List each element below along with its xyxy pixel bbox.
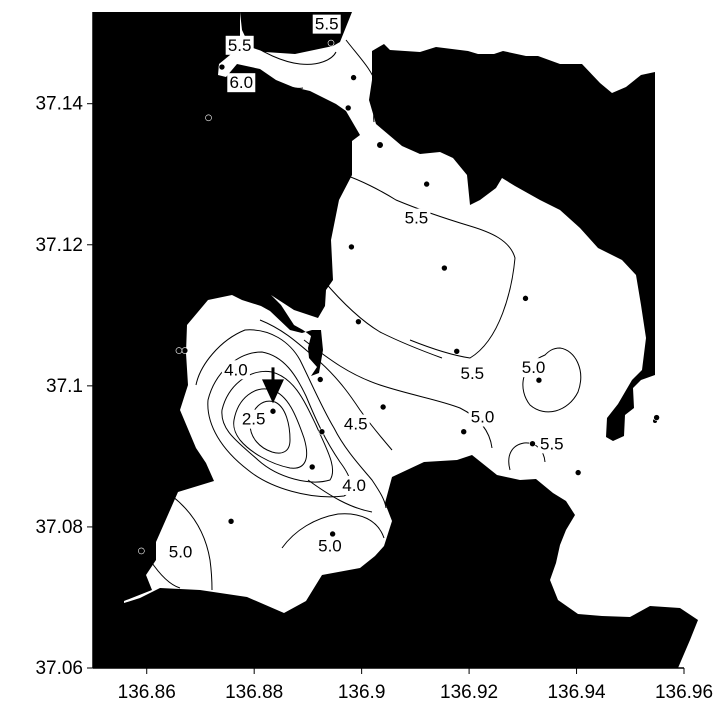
contour-line-5-5-n: [345, 39, 377, 123]
contour-label: 6.0: [229, 73, 253, 92]
x-tick-label: 136.86: [118, 682, 176, 703]
contour-label-bg: [312, 14, 341, 34]
station-dot: [318, 428, 326, 435]
station-dot: [529, 440, 536, 447]
land-mass-south: [93, 455, 698, 668]
contour-label: 5.0: [318, 537, 342, 556]
contour-label-bg: [340, 475, 369, 495]
station-dot: [308, 463, 316, 471]
y-tick-label: 37.1: [46, 376, 83, 397]
station-dot: [227, 517, 235, 525]
contour-label-bg: [519, 358, 548, 378]
station-dot: [175, 347, 183, 354]
contour-line-5-0-south: [281, 513, 385, 549]
contour-label-bg: [227, 73, 256, 93]
x-tick-label: 136.9: [338, 682, 386, 703]
contour-label-bg: [221, 360, 250, 380]
contour-label: 5.5: [540, 434, 564, 453]
station-dot: [355, 318, 362, 325]
station-dot: [535, 376, 543, 384]
y-tick-label: 37.08: [35, 517, 83, 538]
x-tick-label: 136.94: [547, 682, 606, 703]
station-dot: [441, 264, 448, 272]
axis-ticks: 136.86 136.88 136.9 136.92 136.94 136.96 37.06…: [35, 94, 713, 703]
y-tick-label: 37.06: [35, 658, 83, 679]
contour-line-4-0-s: [307, 479, 373, 513]
contour-line-5-5-mid: [322, 279, 443, 359]
contour-label-bg: [239, 409, 268, 429]
contour-line-5-5-upper: [344, 174, 516, 359]
contour-line-5-5-nw: [247, 41, 337, 65]
island: [377, 142, 383, 148]
contour-label-bg: [341, 414, 370, 434]
contour-label: 4.0: [224, 360, 248, 379]
contour-label-bg: [225, 35, 254, 55]
contour-label-bg: [468, 407, 497, 427]
x-tick-label: 136.88: [225, 682, 283, 703]
station-dot: [423, 180, 430, 188]
contour-label: 5.0: [522, 358, 546, 377]
contour-label-bg: [402, 208, 431, 228]
land-mass-ne: [369, 44, 655, 668]
contour-label: 4.5: [344, 415, 368, 434]
arrow-head: [261, 379, 284, 404]
station-dot: [205, 114, 212, 122]
station-dot: [350, 74, 357, 81]
station-dot: [348, 243, 355, 251]
contour-line-4-5: [259, 319, 393, 451]
station-dot: [344, 104, 352, 112]
station-dot: [379, 403, 387, 411]
station-dot: [574, 469, 582, 476]
station-dot: [653, 414, 660, 421]
contour-label-bg: [458, 363, 487, 383]
contour-label-bg: [166, 542, 195, 562]
station-dot: [269, 407, 277, 415]
contour-label: 2.5: [242, 410, 266, 429]
contour-label-bg: [537, 434, 566, 454]
contour-line-2-5: [249, 400, 291, 454]
contour-line-5-0-east: [522, 347, 582, 413]
station-dot: [316, 376, 324, 383]
sampling-stations: [138, 39, 660, 555]
contour-line-4-0-outer: [195, 329, 387, 509]
contour-line-3-5: [221, 370, 334, 483]
contour-line-5-0-sw: [171, 495, 213, 591]
x-tick-label: 136.92: [440, 682, 498, 703]
contour-line-4-0-inner: [207, 351, 352, 498]
y-tick-label: 37.14: [35, 94, 83, 115]
land-mass: [93, 12, 360, 668]
station-dot: [181, 347, 189, 354]
contour-label-bg: [315, 536, 344, 556]
contour-label: 4.0: [342, 476, 366, 495]
station-dot: [522, 295, 529, 302]
contour-labels: 5.5 5.5 6.0 5.5 5.5 5.0 5.0 4.5 4.0 2.5 4.0 5.5 5.0 5…: [166, 14, 566, 562]
contour-label: 5.5: [315, 15, 339, 34]
station-dot: [329, 530, 336, 538]
station-dot: [218, 63, 226, 71]
contour-label: 5.0: [169, 542, 193, 561]
station-dot: [453, 347, 461, 355]
contour-label: 5.5: [460, 364, 484, 383]
contour-label: 5.5: [405, 209, 429, 228]
y-tick-label: 37.12: [35, 235, 83, 256]
x-tick-label: 136.96: [655, 682, 713, 703]
arrow-marker: [261, 367, 284, 404]
contour-line-5-0-sw2: [149, 559, 181, 589]
station-dot: [138, 547, 145, 555]
station-dot: [460, 428, 468, 435]
station-dot: [327, 39, 335, 47]
contour-label: 5.0: [471, 408, 495, 427]
contour-label: 5.5: [228, 36, 252, 55]
